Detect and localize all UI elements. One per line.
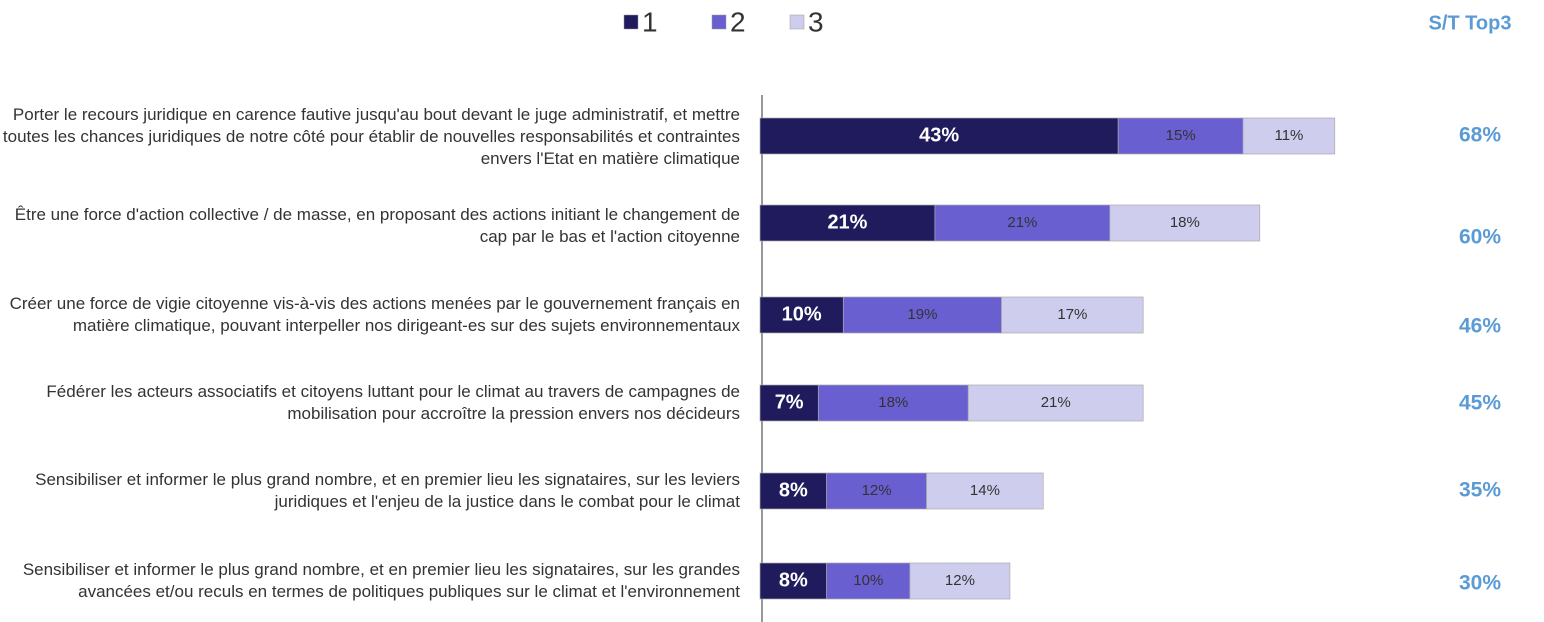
value-label: 21% [1007,214,1037,231]
total-label: 30% [1459,572,1501,595]
total-label: 35% [1459,479,1501,502]
bar-segment [1109,204,1261,242]
value-label: 21% [1041,394,1071,411]
bar-segment [759,204,936,242]
legend-swatch [789,14,805,30]
value-label: 10% [853,572,883,589]
bar-segment [826,562,911,600]
bar-segment [817,384,969,422]
category-label: Porter le recours juridique en carence f… [2,105,740,168]
total-label: 46% [1459,315,1501,338]
value-label: 12% [862,482,892,499]
bar-segment [826,472,927,510]
category-label: Fédérer les acteurs associatifs et citoy… [46,382,740,423]
bar-segment [759,384,819,422]
total-label: 45% [1459,392,1501,415]
bar-segment [1001,296,1144,334]
bar-segment [759,296,844,334]
bar-segment [1242,117,1336,155]
totals-title: S/T Top3 [1429,12,1512,34]
value-label: 11% [1274,127,1303,144]
bar-segment [759,117,1119,155]
legend-label: 2 [730,6,746,37]
category-label: Créer une force de vigie citoyenne vis-à… [9,294,740,335]
value-label: 43% [919,124,959,146]
bar-segment [842,296,1002,334]
bar-segment [1117,117,1244,155]
category-label: Sensibiliser et informer le plus grand n… [35,470,740,511]
value-label: 8% [779,569,808,591]
value-label: 8% [779,479,808,501]
value-label: 17% [1057,306,1087,323]
bar-segment [967,384,1144,422]
value-label: 15% [1166,127,1196,144]
legend-label: 1 [642,6,658,37]
value-label: 7% [775,391,804,413]
total-label: 68% [1459,124,1501,147]
value-label: 18% [878,394,908,411]
total-label: 60% [1459,226,1501,249]
value-label: 10% [782,303,822,325]
bar-segment [909,562,1011,600]
category-label: Sensibiliser et informer le plus grand n… [22,560,740,601]
bar-segment [759,562,827,600]
value-label: 14% [970,482,1000,499]
legend-swatch [623,14,639,30]
legend-swatch [711,14,727,30]
value-label: 19% [907,306,937,323]
bar-segment [759,472,827,510]
value-label: 21% [827,211,867,233]
value-label: 12% [945,572,975,589]
category-label: Être une force d'action collective / de … [14,205,740,246]
value-label: 18% [1170,214,1200,231]
legend-label: 3 [808,6,824,37]
bar-segment [926,472,1044,510]
